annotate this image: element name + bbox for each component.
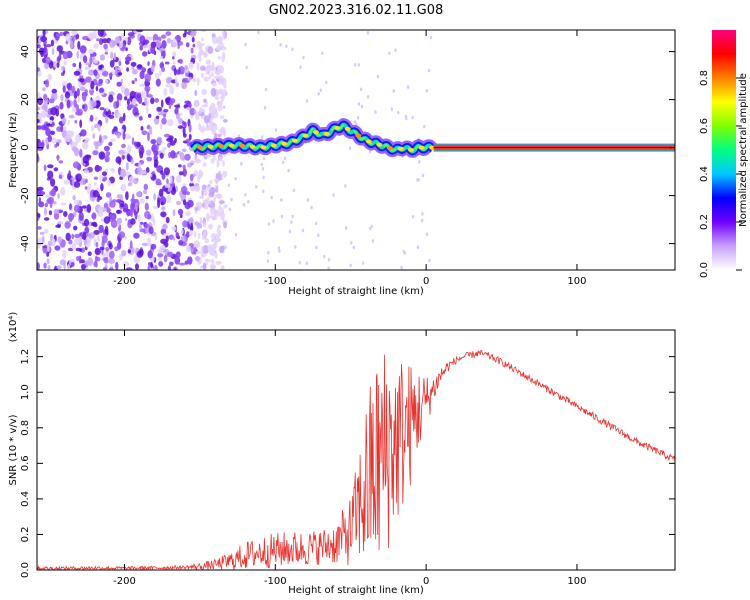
colorbar-tick-label: 0.8 — [699, 70, 710, 86]
y-tick-label: 0.4 — [20, 491, 31, 507]
ridge-peak — [207, 144, 214, 149]
ridge-peak — [344, 126, 351, 131]
snr-scale-label: (x10⁴) — [8, 312, 19, 343]
ridge-peak — [386, 146, 393, 151]
y-tick-label: 0.6 — [20, 455, 31, 471]
colorbar-tick-label: 0.6 — [699, 118, 710, 134]
colorbar-gradient — [712, 30, 736, 270]
spectrogram-x-ticks: -200 -100 0 100 — [113, 30, 587, 287]
ridge-peak — [239, 143, 246, 148]
snr-series-line — [37, 349, 675, 570]
ridge-peak — [260, 145, 267, 150]
x-tick-label: -200 — [113, 276, 136, 287]
snr-panel: -200 -100 0 100 0.0 0.2 0.4 0.6 0.8 1.0 1.2 Heigh… — [8, 312, 676, 596]
ridge-peak — [355, 133, 362, 138]
ridge-peak — [323, 131, 330, 136]
snr-y-ticks: 0.0 0.2 0.4 0.6 0.8 1.0 1.2 — [20, 349, 675, 578]
spectrogram-y-label: Frequency (Hz) — [8, 112, 19, 188]
spectrogram-frame — [36, 29, 676, 271]
y-tick-label: 0 — [20, 144, 31, 150]
x-tick-label: 100 — [567, 276, 586, 287]
y-tick-label: -20 — [20, 187, 31, 203]
y-tick-label: 1.0 — [20, 384, 31, 400]
y-tick-label: 20 — [20, 93, 31, 106]
ridge-peak — [334, 125, 341, 130]
x-tick-label: 0 — [423, 276, 429, 287]
ridge-peak — [313, 130, 319, 135]
y-tick-label: 0.8 — [20, 420, 31, 436]
ridge-peak — [249, 144, 256, 149]
ridge-peak — [397, 146, 404, 151]
colorbar-tick-label: 0.4 — [699, 166, 710, 182]
ridge-peak — [291, 138, 298, 143]
ridge-peak — [228, 143, 235, 148]
colorbar: 0.0 0.2 0.4 0.6 0.8 Normalized spectral ampl… — [699, 30, 749, 278]
spectrogram-x-label: Height of straight line (km) — [288, 286, 424, 297]
colorbar-tick-label: 0.0 — [699, 262, 710, 278]
ridge-peak — [281, 141, 288, 146]
y-tick-label: 0.2 — [20, 526, 31, 542]
ridge-peak — [218, 144, 224, 149]
colorbar-tick-label: 0.2 — [699, 214, 710, 230]
x-tick-label: 0 — [423, 576, 429, 587]
ridge-peak — [270, 143, 277, 148]
noise-scatter — [37, 30, 433, 270]
x-tick-label: -100 — [264, 276, 287, 287]
carrier-line — [433, 143, 675, 152]
ridge-peak — [376, 142, 383, 147]
x-tick-label: 100 — [567, 576, 586, 587]
spectrogram-y-ticks: -40 -20 0 20 40 — [20, 45, 675, 252]
y-tick-label: 40 — [20, 45, 31, 58]
x-tick-label: -200 — [113, 576, 136, 587]
snr-frame — [36, 329, 676, 571]
chart-title: GN02.2023.316.02.11.G08 — [269, 3, 444, 18]
ridge-peak — [302, 133, 309, 138]
snr-y-label: SNR (10 * v/v) — [8, 414, 19, 485]
snr-x-ticks: -200 -100 0 100 — [113, 330, 587, 587]
ridge-peak — [408, 148, 415, 152]
y-tick-label: 1.2 — [20, 349, 31, 365]
ridge-peak — [418, 145, 425, 150]
y-tick-label: -40 — [20, 235, 31, 251]
snr-x-label: Height of straight line (km) — [288, 585, 424, 596]
ridge-peak — [365, 139, 372, 144]
signal-ridge — [186, 118, 439, 158]
ridge-peak — [196, 145, 203, 150]
colorbar-label: Normalized spectral amplitude — [738, 73, 749, 227]
x-tick-label: -100 — [264, 576, 287, 587]
y-tick-label: 0.0 — [20, 562, 31, 578]
colorbar-ticks: 0.0 0.2 0.4 0.6 0.8 — [699, 70, 742, 278]
